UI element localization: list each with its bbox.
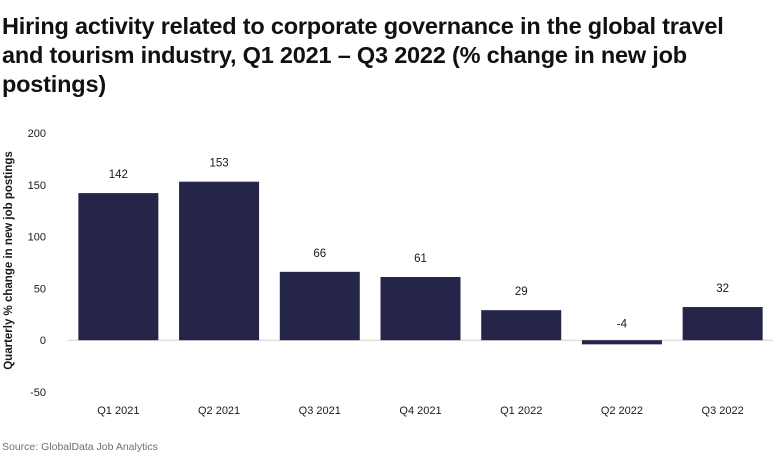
y-axis-title: Quarterly % change in new job postings (3, 151, 15, 370)
bar (279, 271, 360, 341)
data-label: 32 (716, 283, 729, 295)
bar (581, 340, 662, 345)
data-label: -4 (617, 318, 628, 330)
data-label: 66 (313, 248, 326, 260)
bar (179, 181, 260, 341)
x-tick-label: Q1 2021 (97, 405, 139, 417)
y-tick-label: 50 (34, 283, 46, 295)
bar-chart: Quarterly % change in new job postings -… (3, 128, 773, 417)
data-label: 61 (414, 253, 427, 265)
data-label: 29 (515, 286, 528, 298)
x-tick-label: Q2 2021 (198, 405, 240, 417)
bar (78, 193, 159, 341)
x-tick-label: Q3 2021 (299, 405, 341, 417)
y-tick-label: 200 (28, 128, 46, 140)
y-axis-title-group: Quarterly % change in new job postings (3, 151, 15, 370)
data-labels-group: 142 153 66 61 29 -4 32 (109, 158, 729, 331)
x-axis-tick-labels: Q1 2021 Q2 2021 Q3 2021 Q4 2021 Q1 2022 Q2 20… (97, 405, 743, 417)
x-tick-label: Q3 2022 (702, 405, 744, 417)
source-note: Source: GlobalData Job Analytics (2, 441, 158, 453)
y-tick-label: 150 (28, 180, 46, 192)
bar (682, 307, 763, 341)
y-tick-label: 100 (28, 232, 46, 244)
x-tick-label: Q2 2022 (601, 405, 643, 417)
y-tick-label: 0 (40, 335, 46, 347)
bar (481, 310, 562, 341)
bars-group (78, 181, 763, 345)
data-label: 153 (209, 158, 228, 170)
chart-title: Hiring activity related to corporate gov… (2, 13, 724, 97)
x-tick-label: Q4 2021 (399, 405, 441, 417)
bar (380, 277, 461, 341)
y-tick-label: -50 (30, 387, 46, 399)
data-label: 142 (109, 169, 128, 181)
y-axis-tick-labels: -50 0 50 100 150 200 (28, 128, 46, 399)
x-tick-label: Q1 2022 (500, 405, 542, 417)
